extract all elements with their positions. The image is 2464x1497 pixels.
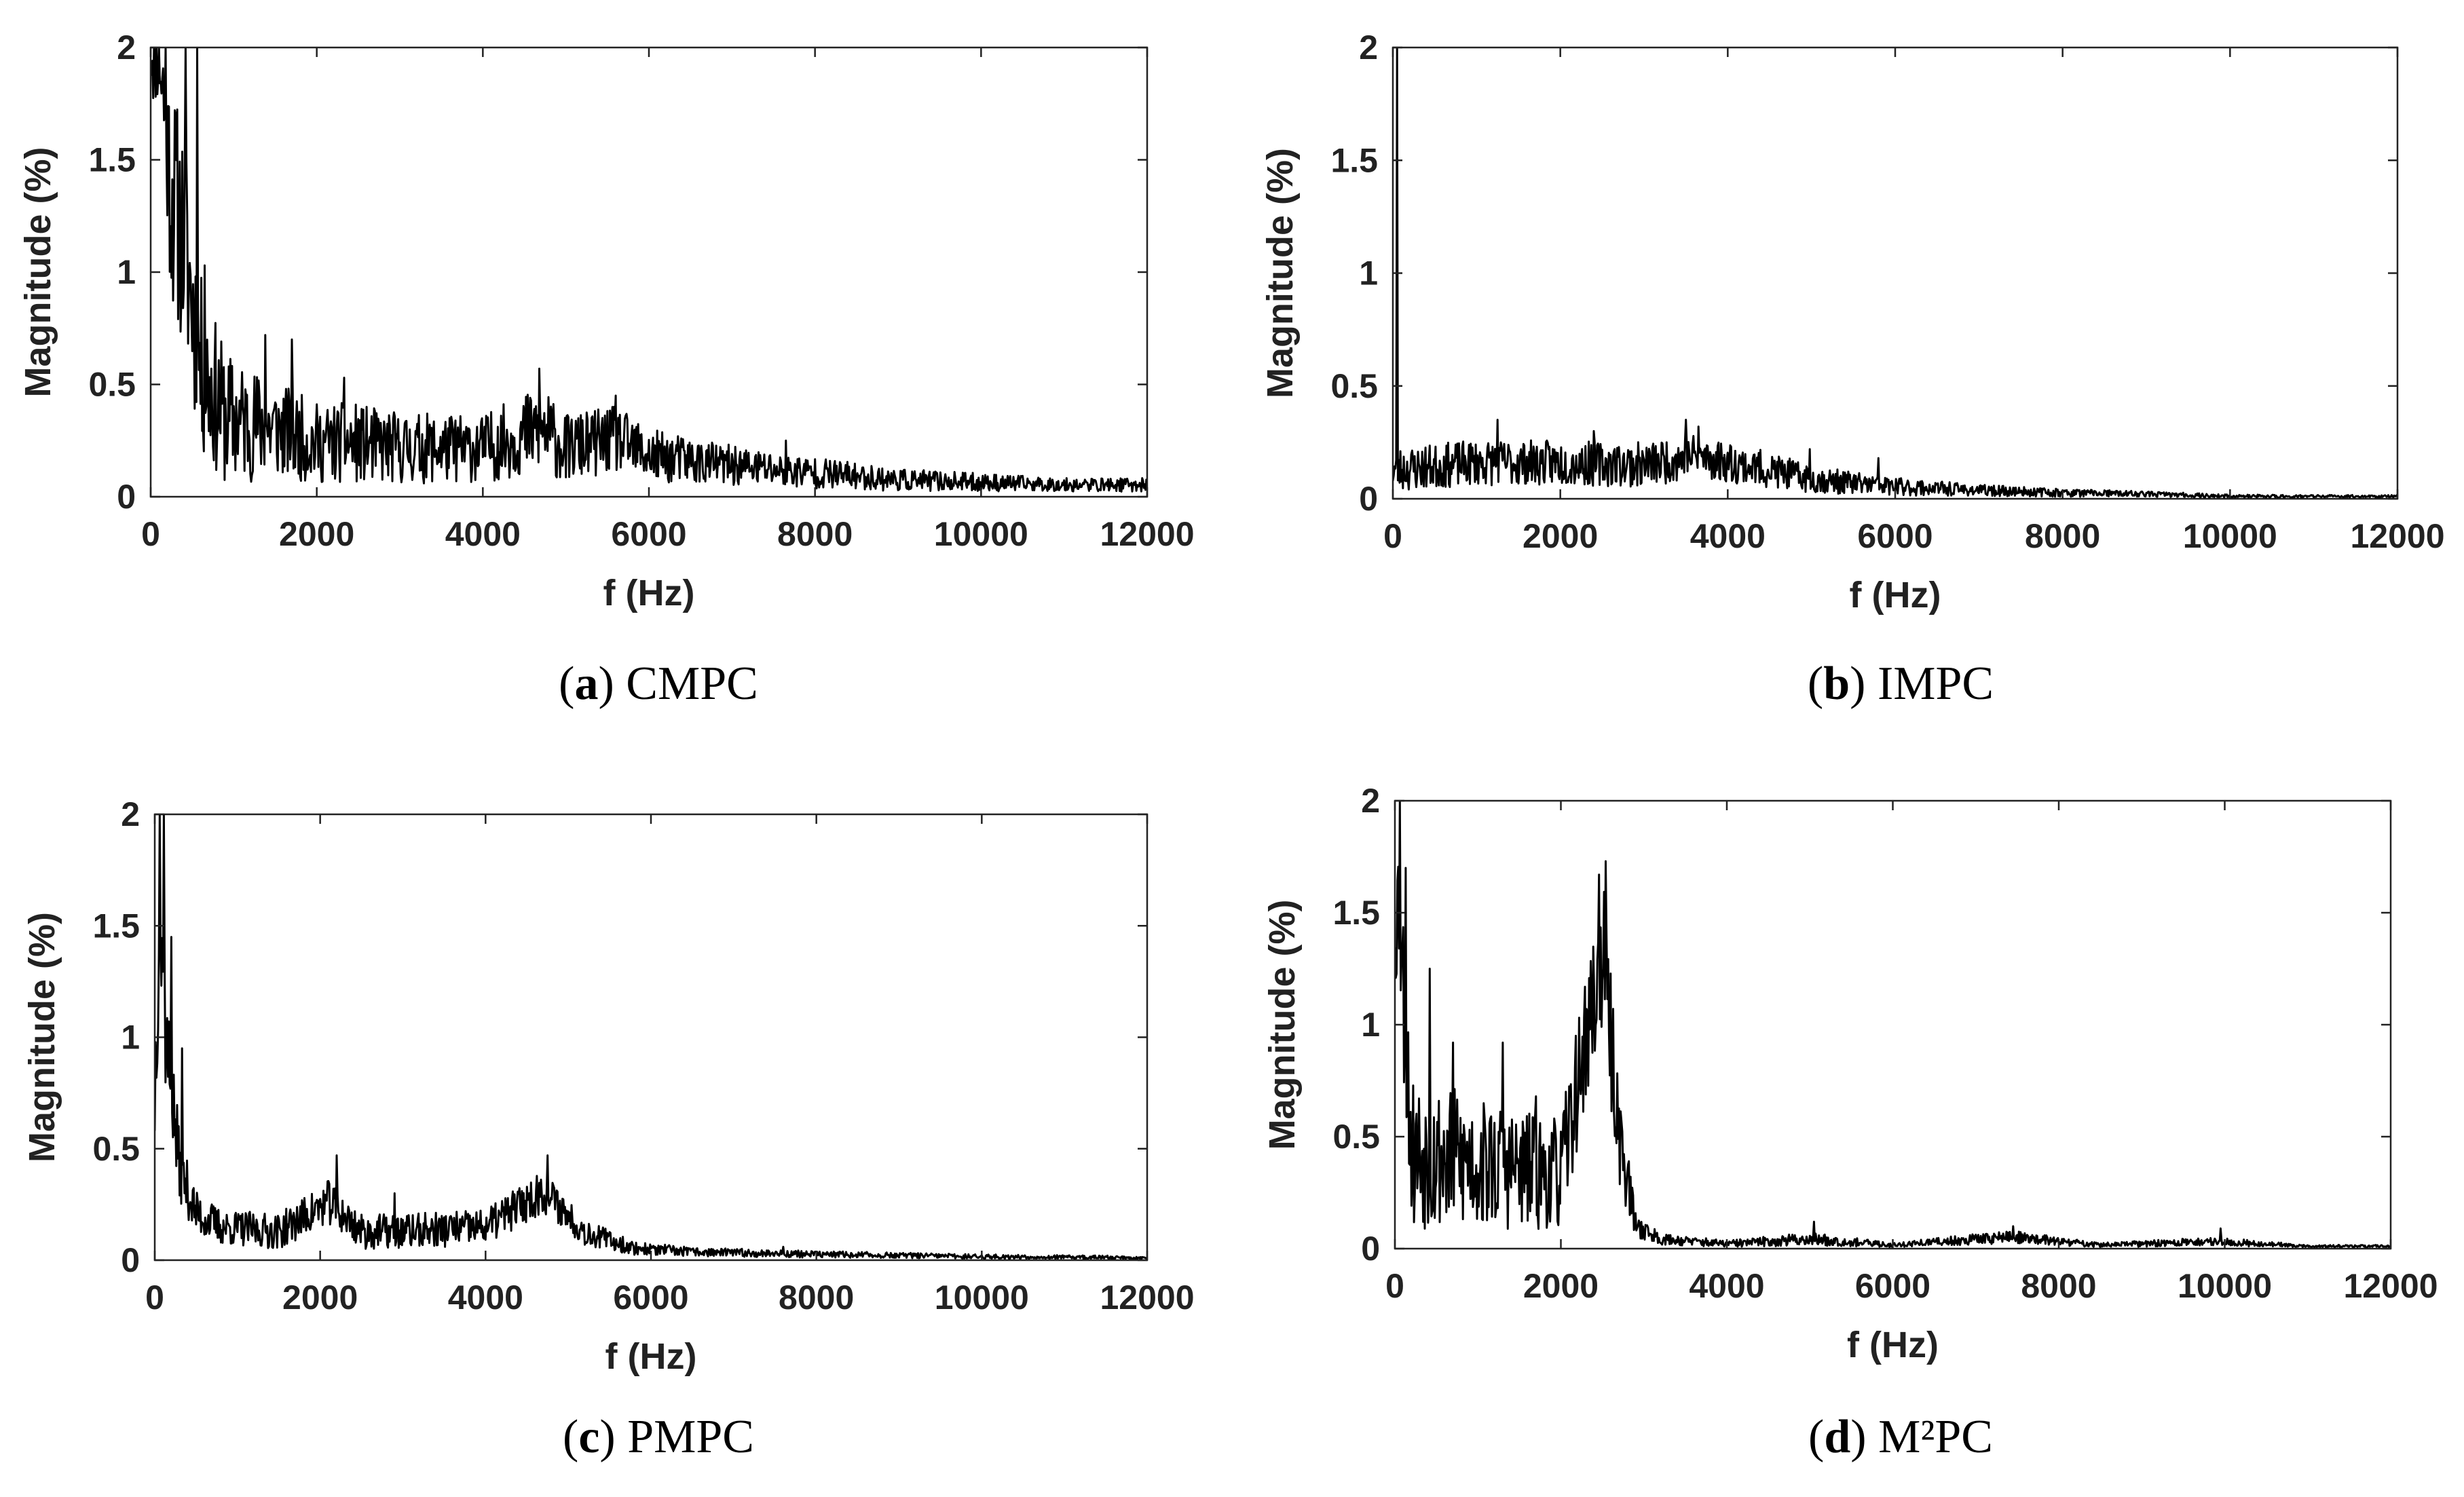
series-line bbox=[151, 48, 1147, 493]
y-tick-label: 0.5 bbox=[92, 1130, 140, 1168]
x-tick-label: 12000 bbox=[2343, 1267, 2438, 1305]
axes-frame bbox=[1392, 46, 2399, 500]
x-tick-label: 4000 bbox=[1690, 517, 1766, 555]
caption-text: M²PC bbox=[1878, 1411, 1993, 1463]
caption-letter: a bbox=[574, 658, 598, 710]
y-axis-label: Magnitude (%) bbox=[18, 147, 58, 398]
series-line bbox=[1393, 48, 2397, 499]
caption-paren-open: ( bbox=[559, 658, 574, 710]
y-tick-label: 2 bbox=[117, 29, 136, 67]
caption-text: CMPC bbox=[626, 658, 758, 710]
x-tick-label: 10000 bbox=[2178, 1267, 2272, 1305]
x-tick-label: 4000 bbox=[448, 1278, 523, 1316]
x-tick-label: 0 bbox=[141, 515, 160, 553]
x-tick-label: 2000 bbox=[282, 1278, 358, 1316]
x-axis-label: f (Hz) bbox=[1850, 575, 1941, 615]
series-line bbox=[1395, 801, 2391, 1249]
axes-frame bbox=[153, 813, 1149, 1262]
panel-caption: (c) PMPC bbox=[563, 1411, 754, 1463]
y-tick-label: 0 bbox=[1361, 1230, 1380, 1268]
caption-paren-open: ( bbox=[563, 1411, 578, 1463]
x-tick-label: 2000 bbox=[279, 515, 354, 553]
caption-letter: c bbox=[578, 1411, 599, 1463]
y-tick-label: 0 bbox=[117, 478, 136, 516]
y-tick-label: 1.5 bbox=[92, 907, 140, 945]
caption-letter: d bbox=[1824, 1411, 1850, 1463]
x-tick-label: 12000 bbox=[1100, 1278, 1194, 1316]
caption-paren-close: ) bbox=[1850, 1411, 1878, 1463]
y-tick-label: 1 bbox=[117, 253, 136, 291]
y-axis-label: Magnitude (%) bbox=[1260, 148, 1301, 398]
panel-d-m2pc: 0 2000 4000 6000 8000 10000 12000 0 0.5 1 1.5 2 f (H… bbox=[1262, 782, 2438, 1463]
x-tick-label: 8000 bbox=[777, 515, 853, 553]
y-tick-label: 1 bbox=[1359, 254, 1378, 292]
caption-text: PMPC bbox=[627, 1411, 754, 1463]
y-tick-label: 0.5 bbox=[1330, 367, 1378, 405]
x-tick-label: 8000 bbox=[2025, 517, 2100, 555]
y-tick-label: 1 bbox=[121, 1019, 140, 1057]
y-tick-label: 2 bbox=[1361, 782, 1380, 820]
x-tick-label: 10000 bbox=[934, 515, 1028, 553]
x-tick-label: 10000 bbox=[935, 1278, 1029, 1316]
y-tick-label: 0.5 bbox=[1332, 1118, 1380, 1156]
x-tick-label: 4000 bbox=[445, 515, 521, 553]
y-tick-label: 0.5 bbox=[88, 366, 136, 404]
x-tick-label: 2000 bbox=[1523, 517, 1598, 555]
panel-caption: (a) CMPC bbox=[559, 658, 758, 710]
x-axis-label: f (Hz) bbox=[605, 1336, 697, 1377]
panel-c-pmpc: 0 2000 4000 6000 8000 10000 12000 0 0.5 1 1.5 2 f (H… bbox=[22, 795, 1195, 1463]
y-tick-label: 2 bbox=[121, 795, 140, 833]
x-tick-label: 0 bbox=[1383, 517, 1402, 555]
y-tick-label: 1.5 bbox=[1332, 894, 1380, 932]
y-axis-label: Magnitude (%) bbox=[1262, 900, 1303, 1150]
y-tick-label: 0 bbox=[1359, 480, 1378, 518]
caption-paren-close: ) bbox=[599, 1411, 627, 1463]
x-tick-label: 10000 bbox=[2183, 517, 2277, 555]
x-tick-label: 12000 bbox=[1100, 515, 1194, 553]
x-tick-label: 6000 bbox=[613, 1278, 688, 1316]
x-axis-label: f (Hz) bbox=[1847, 1325, 1939, 1365]
x-tick-label: 6000 bbox=[1855, 1267, 1930, 1305]
y-tick-label: 2 bbox=[1359, 29, 1378, 67]
x-tick-label: 8000 bbox=[779, 1278, 854, 1316]
x-tick-label: 6000 bbox=[611, 515, 686, 553]
y-tick-label: 1.5 bbox=[88, 141, 136, 179]
caption-letter: b bbox=[1823, 658, 1850, 710]
x-tick-label: 0 bbox=[145, 1278, 164, 1316]
x-axis-label: f (Hz) bbox=[603, 573, 695, 613]
x-tick-label: 0 bbox=[1385, 1267, 1404, 1305]
caption-paren-open: ( bbox=[1808, 658, 1823, 710]
caption-paren-open: ( bbox=[1808, 1411, 1824, 1463]
caption-text: IMPC bbox=[1878, 658, 1994, 710]
x-tick-label: 6000 bbox=[1857, 517, 1933, 555]
y-tick-label: 1.5 bbox=[1330, 141, 1378, 179]
series-line bbox=[155, 814, 1147, 1260]
x-tick-label: 2000 bbox=[1523, 1267, 1599, 1305]
x-tick-label: 12000 bbox=[2350, 517, 2444, 555]
y-tick-label: 0 bbox=[121, 1241, 140, 1279]
x-tick-label: 4000 bbox=[1689, 1267, 1764, 1305]
panel-caption: (d) M²PC bbox=[1808, 1411, 1993, 1463]
panel-a-cmpc: 0 2000 4000 6000 8000 10000 12000 0 0.5 1 1.5 2 f (H… bbox=[18, 29, 1195, 710]
y-tick-label: 1 bbox=[1361, 1006, 1380, 1044]
y-axis-label: Magnitude (%) bbox=[22, 912, 62, 1162]
x-tick-label: 8000 bbox=[2021, 1267, 2096, 1305]
caption-paren-close: ) bbox=[598, 658, 626, 710]
panel-caption: (b) IMPC bbox=[1808, 658, 1994, 710]
caption-paren-close: ) bbox=[1850, 658, 1878, 710]
panel-b-impc: 0 2000 4000 6000 8000 10000 12000 0 0.5 1 1.5 2 f (H… bbox=[1260, 29, 2445, 710]
